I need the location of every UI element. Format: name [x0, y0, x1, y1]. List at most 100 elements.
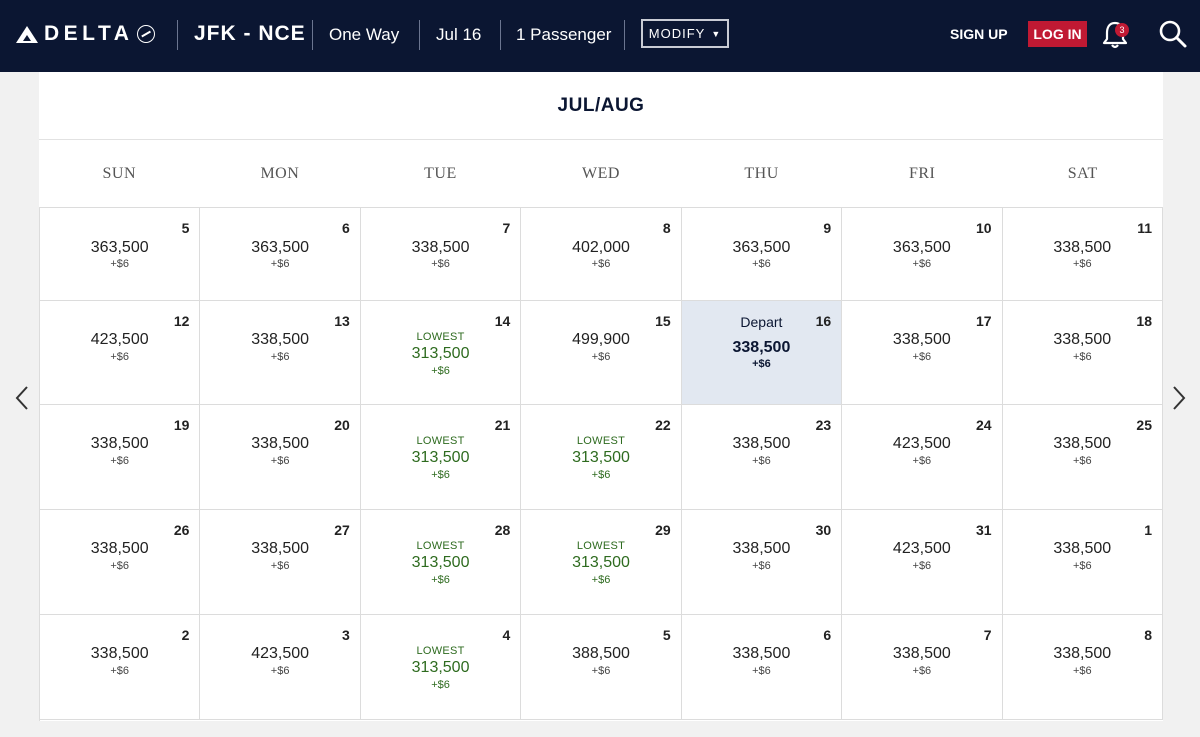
- day-cell[interactable]: 17 338,500 +$6: [842, 301, 1003, 405]
- tax-fee: +$6: [270, 351, 290, 363]
- day-cell[interactable]: 9 363,500 +$6: [681, 208, 843, 301]
- miles-price: 338,500: [1053, 331, 1112, 348]
- day-cell[interactable]: 6 338,500 +$6: [681, 615, 843, 720]
- miles-price: 313,500: [411, 345, 470, 362]
- tax-fee: +$6: [110, 455, 130, 467]
- day-cell[interactable]: 18 338,500 +$6: [1002, 301, 1163, 405]
- day-cell[interactable]: 30 338,500 +$6: [681, 510, 843, 615]
- day-cell[interactable]: 20 338,500 +$6: [200, 405, 361, 510]
- divider: [177, 20, 178, 50]
- miles-price: 338,500: [732, 339, 791, 356]
- day-number: 13: [334, 313, 350, 329]
- day-number: 25: [1136, 417, 1152, 433]
- next-week-arrow-icon[interactable]: [1169, 384, 1189, 412]
- miles-price: 338,500: [90, 435, 149, 452]
- miles-price: 313,500: [572, 554, 630, 571]
- tax-fee: +$6: [270, 455, 290, 467]
- delta-widget-icon: [16, 25, 38, 43]
- trip-type-label: One Way: [329, 25, 400, 44]
- day-cell[interactable]: 29 LOWEST 313,500 +$6: [521, 510, 682, 615]
- day-cell[interactable]: 11 338,500 +$6: [1002, 208, 1163, 301]
- miles-price: 338,500: [251, 435, 310, 452]
- day-cell[interactable]: 7 338,500 +$6: [842, 615, 1003, 720]
- miles-price: 313,500: [572, 449, 630, 466]
- day-cell[interactable]: 21 LOWEST 313,500 +$6: [360, 405, 522, 510]
- sign-up-link[interactable]: SIGN UP: [950, 26, 1008, 42]
- modify-button[interactable]: MODIFY ▼: [641, 19, 729, 48]
- day-cell[interactable]: 22 LOWEST 313,500 +$6: [521, 405, 682, 510]
- day-cell[interactable]: 31 423,500 +$6: [842, 510, 1003, 615]
- tax-fee: +$6: [752, 358, 771, 370]
- day-cell[interactable]: 5 363,500 +$6: [40, 208, 201, 301]
- day-cell[interactable]: 13 338,500 +$6: [200, 301, 361, 405]
- tax-fee: +$6: [591, 665, 611, 677]
- day-number: 6: [342, 220, 350, 236]
- day-cell[interactable]: 19 338,500 +$6: [40, 405, 201, 510]
- day-cell[interactable]: 25 338,500 +$6: [1002, 405, 1163, 510]
- divider: [312, 20, 313, 50]
- selected-day-cell[interactable]: Depart 16 338,500 +$6: [681, 301, 843, 405]
- day-cell[interactable]: 14 LOWEST 313,500 +$6: [360, 301, 522, 405]
- tax-fee: +$6: [110, 258, 130, 270]
- tax-fee: +$6: [270, 258, 290, 270]
- tax-fee: +$6: [431, 258, 450, 270]
- brand-name: DELTA: [44, 22, 134, 45]
- miles-price: 338,500: [1053, 540, 1112, 557]
- day-number: 28: [494, 522, 511, 538]
- search-icon[interactable]: [1158, 19, 1188, 49]
- tax-fee: +$6: [912, 351, 932, 363]
- log-in-button[interactable]: LOG IN: [1028, 21, 1087, 47]
- day-number: 27: [334, 522, 350, 538]
- day-cell[interactable]: 7 338,500 +$6: [360, 208, 522, 301]
- weekday-label: SUN: [102, 164, 137, 182]
- day-cell[interactable]: 15 499,900 +$6: [521, 301, 682, 405]
- day-cell[interactable]: 24 423,500 +$6: [842, 405, 1003, 510]
- tax-fee: +$6: [270, 665, 290, 677]
- miles-price: 338,500: [892, 645, 951, 662]
- miles-price: 338,500: [732, 435, 791, 452]
- tax-fee: +$6: [591, 258, 611, 270]
- day-cell[interactable]: 2 338,500 +$6: [40, 615, 201, 720]
- day-cell[interactable]: 26 338,500 +$6: [40, 510, 201, 615]
- day-cell[interactable]: 6 363,500 +$6: [200, 208, 361, 301]
- day-number: 2: [181, 627, 190, 643]
- day-cell[interactable]: 23 338,500 +$6: [681, 405, 843, 510]
- miles-price: 313,500: [411, 659, 470, 676]
- day-number: 5: [181, 220, 190, 236]
- miles-price: 363,500: [892, 239, 951, 256]
- day-cell[interactable]: 8 402,000 +$6: [521, 208, 682, 301]
- day-cell[interactable]: 27 338,500 +$6: [200, 510, 361, 615]
- miles-price: 423,500: [892, 540, 951, 557]
- day-number: 12: [173, 313, 190, 329]
- day-cell[interactable]: 1 338,500 +$6: [1002, 510, 1163, 615]
- day-cell[interactable]: 5 388,500 +$6: [521, 615, 682, 720]
- day-cell[interactable]: 8 338,500 +$6: [1002, 615, 1163, 720]
- divider: [419, 20, 420, 50]
- previous-week-arrow-icon[interactable]: [12, 384, 32, 412]
- day-cell[interactable]: 10 363,500 +$6: [842, 208, 1003, 301]
- tax-fee: +$6: [591, 351, 611, 363]
- miles-price: 338,500: [251, 331, 310, 348]
- day-cell[interactable]: 12 423,500 +$6: [40, 301, 201, 405]
- divider: [500, 20, 501, 50]
- day-number: 7: [502, 220, 511, 236]
- tax-fee: +$6: [912, 455, 932, 467]
- day-number: 21: [494, 417, 511, 433]
- tax-fee: +$6: [110, 665, 130, 677]
- delta-logo[interactable]: DELTA: [16, 21, 156, 47]
- tax-fee: +$6: [1072, 351, 1092, 363]
- day-cell[interactable]: 28 LOWEST 313,500 +$6: [360, 510, 522, 615]
- miles-price: 338,500: [732, 540, 791, 557]
- divider: [624, 20, 625, 50]
- passengers-label: 1 Passenger: [516, 25, 612, 44]
- day-number: 5: [662, 627, 671, 643]
- depart-label: Depart: [740, 314, 783, 330]
- miles-price: 338,500: [411, 239, 470, 256]
- miles-price: 338,500: [1053, 645, 1112, 662]
- day-cell[interactable]: 3 423,500 +$6: [200, 615, 361, 720]
- lowest-fare-badge: LOWEST: [416, 540, 465, 552]
- day-cell[interactable]: 4 LOWEST 313,500 +$6: [360, 615, 522, 720]
- miles-price: 338,500: [1053, 239, 1112, 256]
- day-number: 23: [815, 417, 832, 433]
- miles-price: 423,500: [892, 435, 951, 452]
